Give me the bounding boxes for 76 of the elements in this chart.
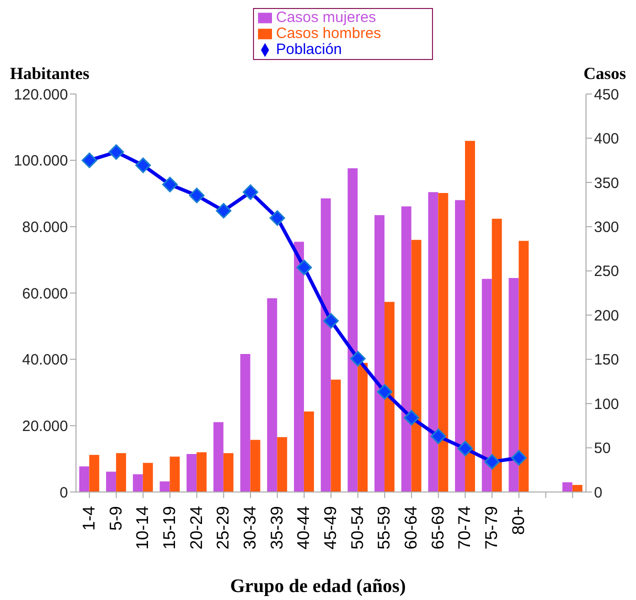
bar	[411, 240, 422, 492]
bar	[438, 193, 448, 492]
y2-tick-label: 250	[594, 263, 620, 280]
bar	[170, 456, 180, 492]
bar	[492, 218, 502, 492]
bar	[294, 242, 304, 492]
y2-tick-label: 0	[594, 484, 602, 502]
bar	[116, 453, 126, 492]
bar	[482, 278, 492, 492]
bar	[330, 380, 341, 492]
bar	[518, 240, 529, 492]
y-axis-title: Habitantes	[10, 64, 90, 84]
y-tick-label: 0	[60, 484, 68, 502]
bar	[223, 453, 234, 492]
y2-tick-label: 300	[594, 218, 620, 236]
x-tick-label: 5-9	[106, 506, 126, 531]
bar	[304, 412, 314, 492]
bar	[428, 192, 438, 492]
y-tick-label: 40.000	[22, 352, 68, 369]
x-tick-label: 1-4	[79, 506, 98, 531]
x-tick-label: 35-39	[267, 506, 286, 550]
x-tick-label: 70-74	[455, 506, 474, 550]
x-tick-label: 20-24	[186, 506, 206, 550]
y2-tick-label: 150	[594, 352, 620, 369]
y-tick-label: 80.000	[22, 218, 68, 236]
y2-tick-label: 100	[594, 396, 620, 413]
y-tick-label: 60.000	[22, 285, 68, 302]
y2-tick-label: 50	[594, 440, 611, 458]
x-tick-label: 10-14	[133, 506, 152, 550]
bar	[562, 482, 572, 492]
bar	[348, 168, 358, 492]
x-tick-label: 45-49	[321, 506, 340, 550]
x-tick-label: 50-54	[348, 506, 367, 550]
x-tick-label: 30-34	[240, 506, 260, 550]
legend-label: Población	[276, 41, 342, 58]
x-tick-label: 75-79	[482, 506, 502, 550]
bar	[572, 484, 582, 492]
x-tick-label: 15-19	[160, 506, 179, 550]
x-tick-label: 40-44	[294, 506, 314, 550]
bar	[132, 474, 143, 492]
bar	[320, 198, 331, 492]
bar	[106, 472, 116, 492]
x-tick-label: 65-69	[428, 506, 448, 550]
bar	[142, 462, 153, 492]
x-tick-label: 55-59	[374, 506, 394, 550]
bar	[79, 466, 90, 492]
bar	[384, 302, 394, 492]
bar	[240, 354, 250, 492]
y-tick-label: 20.000	[22, 418, 68, 435]
bar	[160, 481, 170, 492]
y2-tick-label: 350	[594, 174, 620, 192]
bar	[401, 206, 412, 492]
bar	[250, 440, 260, 492]
bar	[465, 140, 476, 492]
bar	[358, 362, 368, 492]
bar	[186, 454, 197, 492]
y2-tick-label: 200	[594, 307, 620, 324]
y2-tick-label: 400	[594, 130, 620, 148]
bar	[213, 422, 224, 492]
bar	[277, 437, 288, 492]
x-tick-label: 60-64	[402, 506, 421, 550]
y-tick-label: 120.000	[14, 86, 68, 104]
x-axis-title: Grupo de edad (años)	[229, 576, 407, 598]
bar	[89, 454, 100, 492]
bar	[374, 215, 384, 492]
y2-tick-label: 450	[594, 86, 620, 104]
y-tick-label: 100.000	[14, 152, 68, 170]
y2-axis-title: Casos	[583, 64, 626, 84]
bar	[508, 278, 519, 492]
legend-label: Casos hombres	[276, 25, 382, 42]
x-tick-label: 25-29	[214, 506, 233, 550]
x-tick-label: 80+	[508, 506, 528, 535]
bar	[267, 298, 278, 492]
bar	[455, 200, 466, 492]
legend-label: Casos mujeres	[276, 9, 376, 26]
bar	[196, 452, 207, 492]
